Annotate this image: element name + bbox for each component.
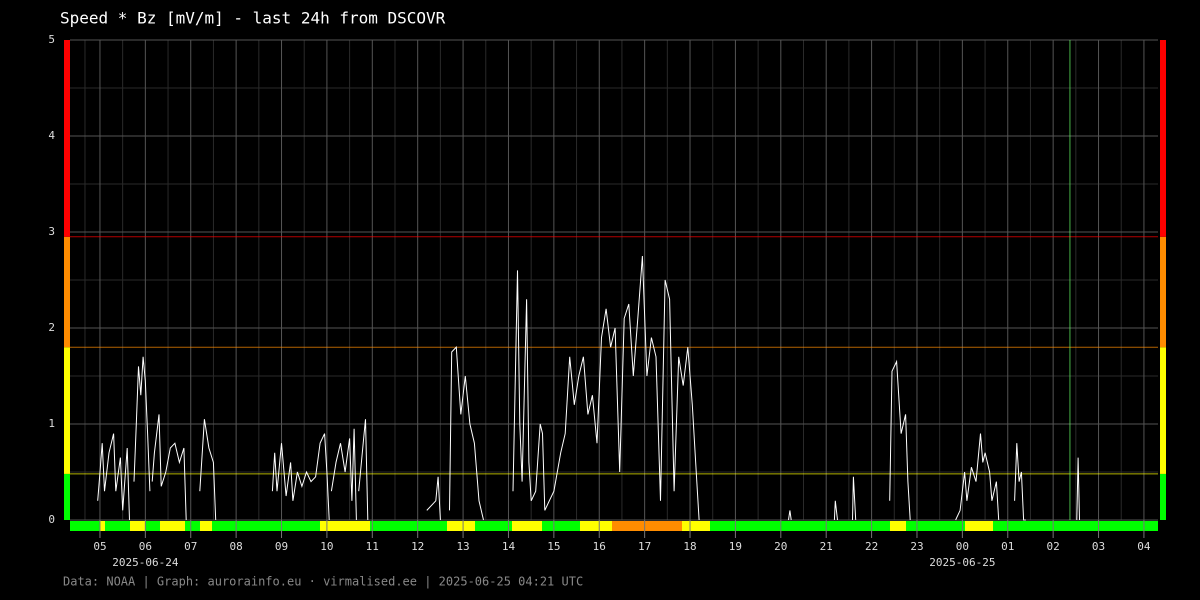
x-tick-label: 07 bbox=[184, 540, 197, 553]
data-line bbox=[97, 255, 1080, 521]
status-segment bbox=[965, 521, 993, 531]
y-tick-label: 0 bbox=[48, 513, 55, 526]
x-tick-label: 05 bbox=[93, 540, 106, 553]
x-tick-label: 03 bbox=[1092, 540, 1105, 553]
date-label: 2025-06-24 bbox=[112, 556, 179, 569]
x-tick-label: 12 bbox=[411, 540, 424, 553]
x-tick-label: 10 bbox=[320, 540, 333, 553]
status-segment bbox=[320, 521, 370, 531]
x-tick-label: 16 bbox=[593, 540, 606, 553]
x-tick-label: 09 bbox=[275, 540, 288, 553]
level-bar bbox=[1160, 40, 1166, 237]
chart-title: Speed * Bz [mV/m] - last 24h from DSCOVR bbox=[60, 9, 446, 28]
y-tick-label: 4 bbox=[48, 129, 55, 142]
status-segment bbox=[200, 521, 212, 531]
x-tick-label: 17 bbox=[638, 540, 651, 553]
level-bar bbox=[1160, 473, 1166, 520]
status-segment bbox=[890, 521, 906, 531]
x-tick-label: 14 bbox=[502, 540, 516, 553]
status-segment bbox=[130, 521, 145, 531]
level-bar bbox=[64, 347, 70, 474]
level-bar bbox=[64, 473, 70, 520]
x-tick-label: 02 bbox=[1047, 540, 1060, 553]
x-tick-label: 13 bbox=[456, 540, 469, 553]
x-tick-label: 04 bbox=[1137, 540, 1151, 553]
status-segment bbox=[447, 521, 475, 531]
x-tick-label: 00 bbox=[956, 540, 969, 553]
y-tick-label: 1 bbox=[48, 417, 55, 430]
status-segment bbox=[160, 521, 185, 531]
x-tick-label: 15 bbox=[547, 540, 560, 553]
x-tick-label: 01 bbox=[1001, 540, 1014, 553]
x-tick-label: 20 bbox=[774, 540, 787, 553]
x-tick-label: 06 bbox=[139, 540, 152, 553]
x-tick-label: 08 bbox=[230, 540, 243, 553]
y-tick-label: 3 bbox=[48, 225, 55, 238]
x-tick-label: 21 bbox=[820, 540, 833, 553]
level-bar bbox=[64, 236, 70, 348]
x-tick-label: 19 bbox=[729, 540, 742, 553]
footer: Data: NOAA | Graph: aurorainfo.eu · virm… bbox=[63, 575, 583, 589]
level-bar bbox=[1160, 236, 1166, 348]
level-bar bbox=[64, 40, 70, 237]
status-segment bbox=[512, 521, 542, 531]
y-tick-label: 2 bbox=[48, 321, 55, 334]
x-tick-label: 11 bbox=[366, 540, 379, 553]
x-tick-label: 23 bbox=[910, 540, 923, 553]
date-label: 2025-06-25 bbox=[929, 556, 995, 569]
grid bbox=[70, 39, 1158, 521]
level-bar bbox=[1160, 347, 1166, 474]
y-tick-label: 5 bbox=[48, 33, 55, 46]
x-tick-label: 18 bbox=[683, 540, 696, 553]
status-segment bbox=[100, 521, 105, 531]
status-segment bbox=[612, 521, 682, 531]
x-tick-label: 22 bbox=[865, 540, 878, 553]
